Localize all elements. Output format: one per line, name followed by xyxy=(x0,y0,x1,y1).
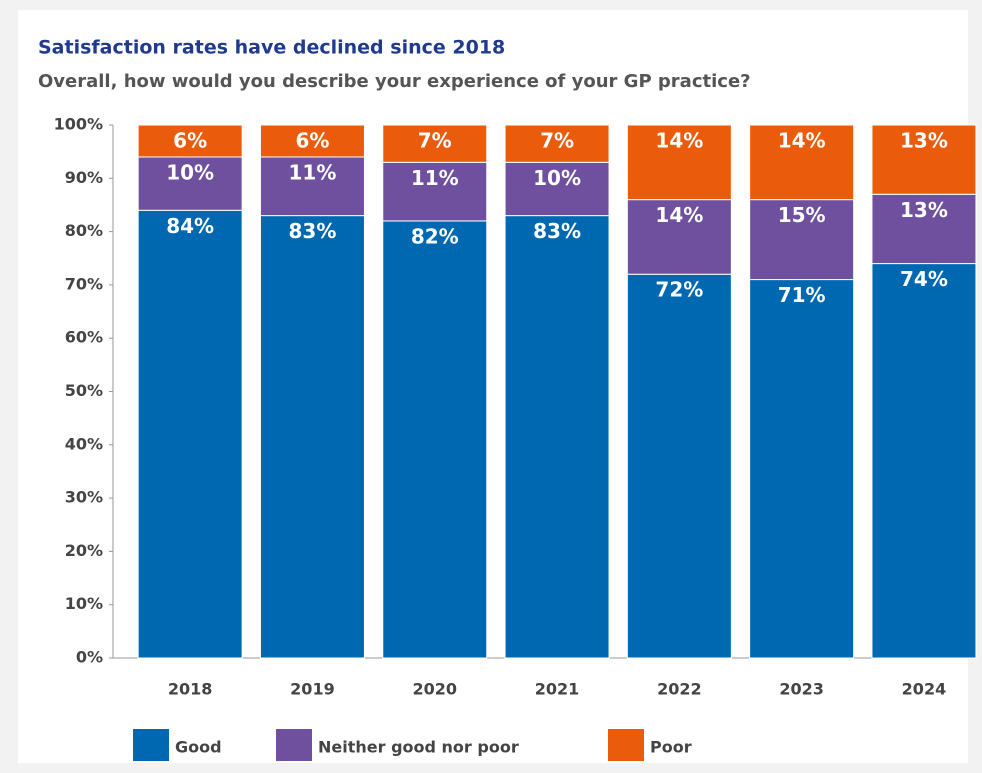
bar-segment xyxy=(382,124,488,163)
bar-segment xyxy=(504,124,610,163)
data-label: 84% xyxy=(166,214,214,238)
bar-segment xyxy=(749,199,855,281)
y-tick-label: 90% xyxy=(65,168,103,187)
bar-segment xyxy=(382,220,488,659)
data-label: 6% xyxy=(295,129,329,153)
data-label: 14% xyxy=(778,129,826,153)
data-label: 82% xyxy=(411,224,459,248)
data-label: 71% xyxy=(778,283,826,307)
y-tick-label: 60% xyxy=(65,328,103,347)
bar-segment xyxy=(871,193,977,265)
legend-label: Good xyxy=(175,738,222,757)
data-label: 13% xyxy=(900,198,948,222)
bar-segment xyxy=(504,215,610,659)
data-label: 74% xyxy=(900,267,948,291)
bar-segment xyxy=(871,263,977,659)
legend-swatch xyxy=(276,729,312,761)
bar-segment xyxy=(259,215,365,659)
x-tick-label: 2019 xyxy=(290,680,335,699)
x-tick-label: 2022 xyxy=(657,680,702,699)
x-tick-label: 2018 xyxy=(168,680,213,699)
bar-segment xyxy=(259,156,365,217)
bar-segment xyxy=(749,124,855,201)
bar-segment xyxy=(626,199,732,275)
data-label: 6% xyxy=(173,129,207,153)
y-tick-label: 10% xyxy=(65,594,103,613)
x-tick-label: 2024 xyxy=(902,680,947,699)
y-tick-label: 30% xyxy=(65,488,103,507)
legend-label: Poor xyxy=(650,738,692,757)
x-tick-label: 2021 xyxy=(535,680,580,699)
data-label: 7% xyxy=(540,129,574,153)
bar-segment xyxy=(259,124,365,158)
data-label: 7% xyxy=(418,129,452,153)
y-tick-label: 40% xyxy=(65,434,103,453)
y-tick-label: 50% xyxy=(65,381,103,400)
bar-segment xyxy=(137,209,243,659)
data-label: 11% xyxy=(289,160,337,184)
bar-segment xyxy=(626,124,732,201)
data-label: 83% xyxy=(289,219,337,243)
bar-segment xyxy=(137,124,243,158)
chart-title: Satisfaction rates have declined since 2… xyxy=(38,37,505,59)
data-label: 83% xyxy=(533,219,581,243)
bar-segment xyxy=(382,161,488,222)
data-label: 10% xyxy=(166,160,214,184)
y-tick-label: 80% xyxy=(65,221,103,240)
y-tick-label: 0% xyxy=(76,648,103,667)
data-label: 15% xyxy=(778,203,826,227)
x-tick-label: 2020 xyxy=(412,680,457,699)
bar-segment xyxy=(749,279,855,659)
legend-label: Neither good nor poor xyxy=(318,738,519,757)
y-tick-label: 20% xyxy=(65,541,103,560)
y-tick-label: 70% xyxy=(65,274,103,293)
legend-swatch xyxy=(133,729,169,761)
legend-swatch xyxy=(608,729,644,761)
bar-segment xyxy=(871,124,977,195)
bar-segment xyxy=(137,156,243,211)
y-tick-label: 100% xyxy=(54,115,103,134)
data-label: 10% xyxy=(533,166,581,190)
data-label: 72% xyxy=(655,278,703,302)
data-label: 14% xyxy=(655,129,703,153)
data-label: 14% xyxy=(655,203,703,227)
chart-subtitle: Overall, how would you describe your exp… xyxy=(38,71,751,92)
bar-segment xyxy=(626,273,732,659)
data-label: 13% xyxy=(900,129,948,153)
data-label: 11% xyxy=(411,166,459,190)
x-tick-label: 2023 xyxy=(779,680,824,699)
